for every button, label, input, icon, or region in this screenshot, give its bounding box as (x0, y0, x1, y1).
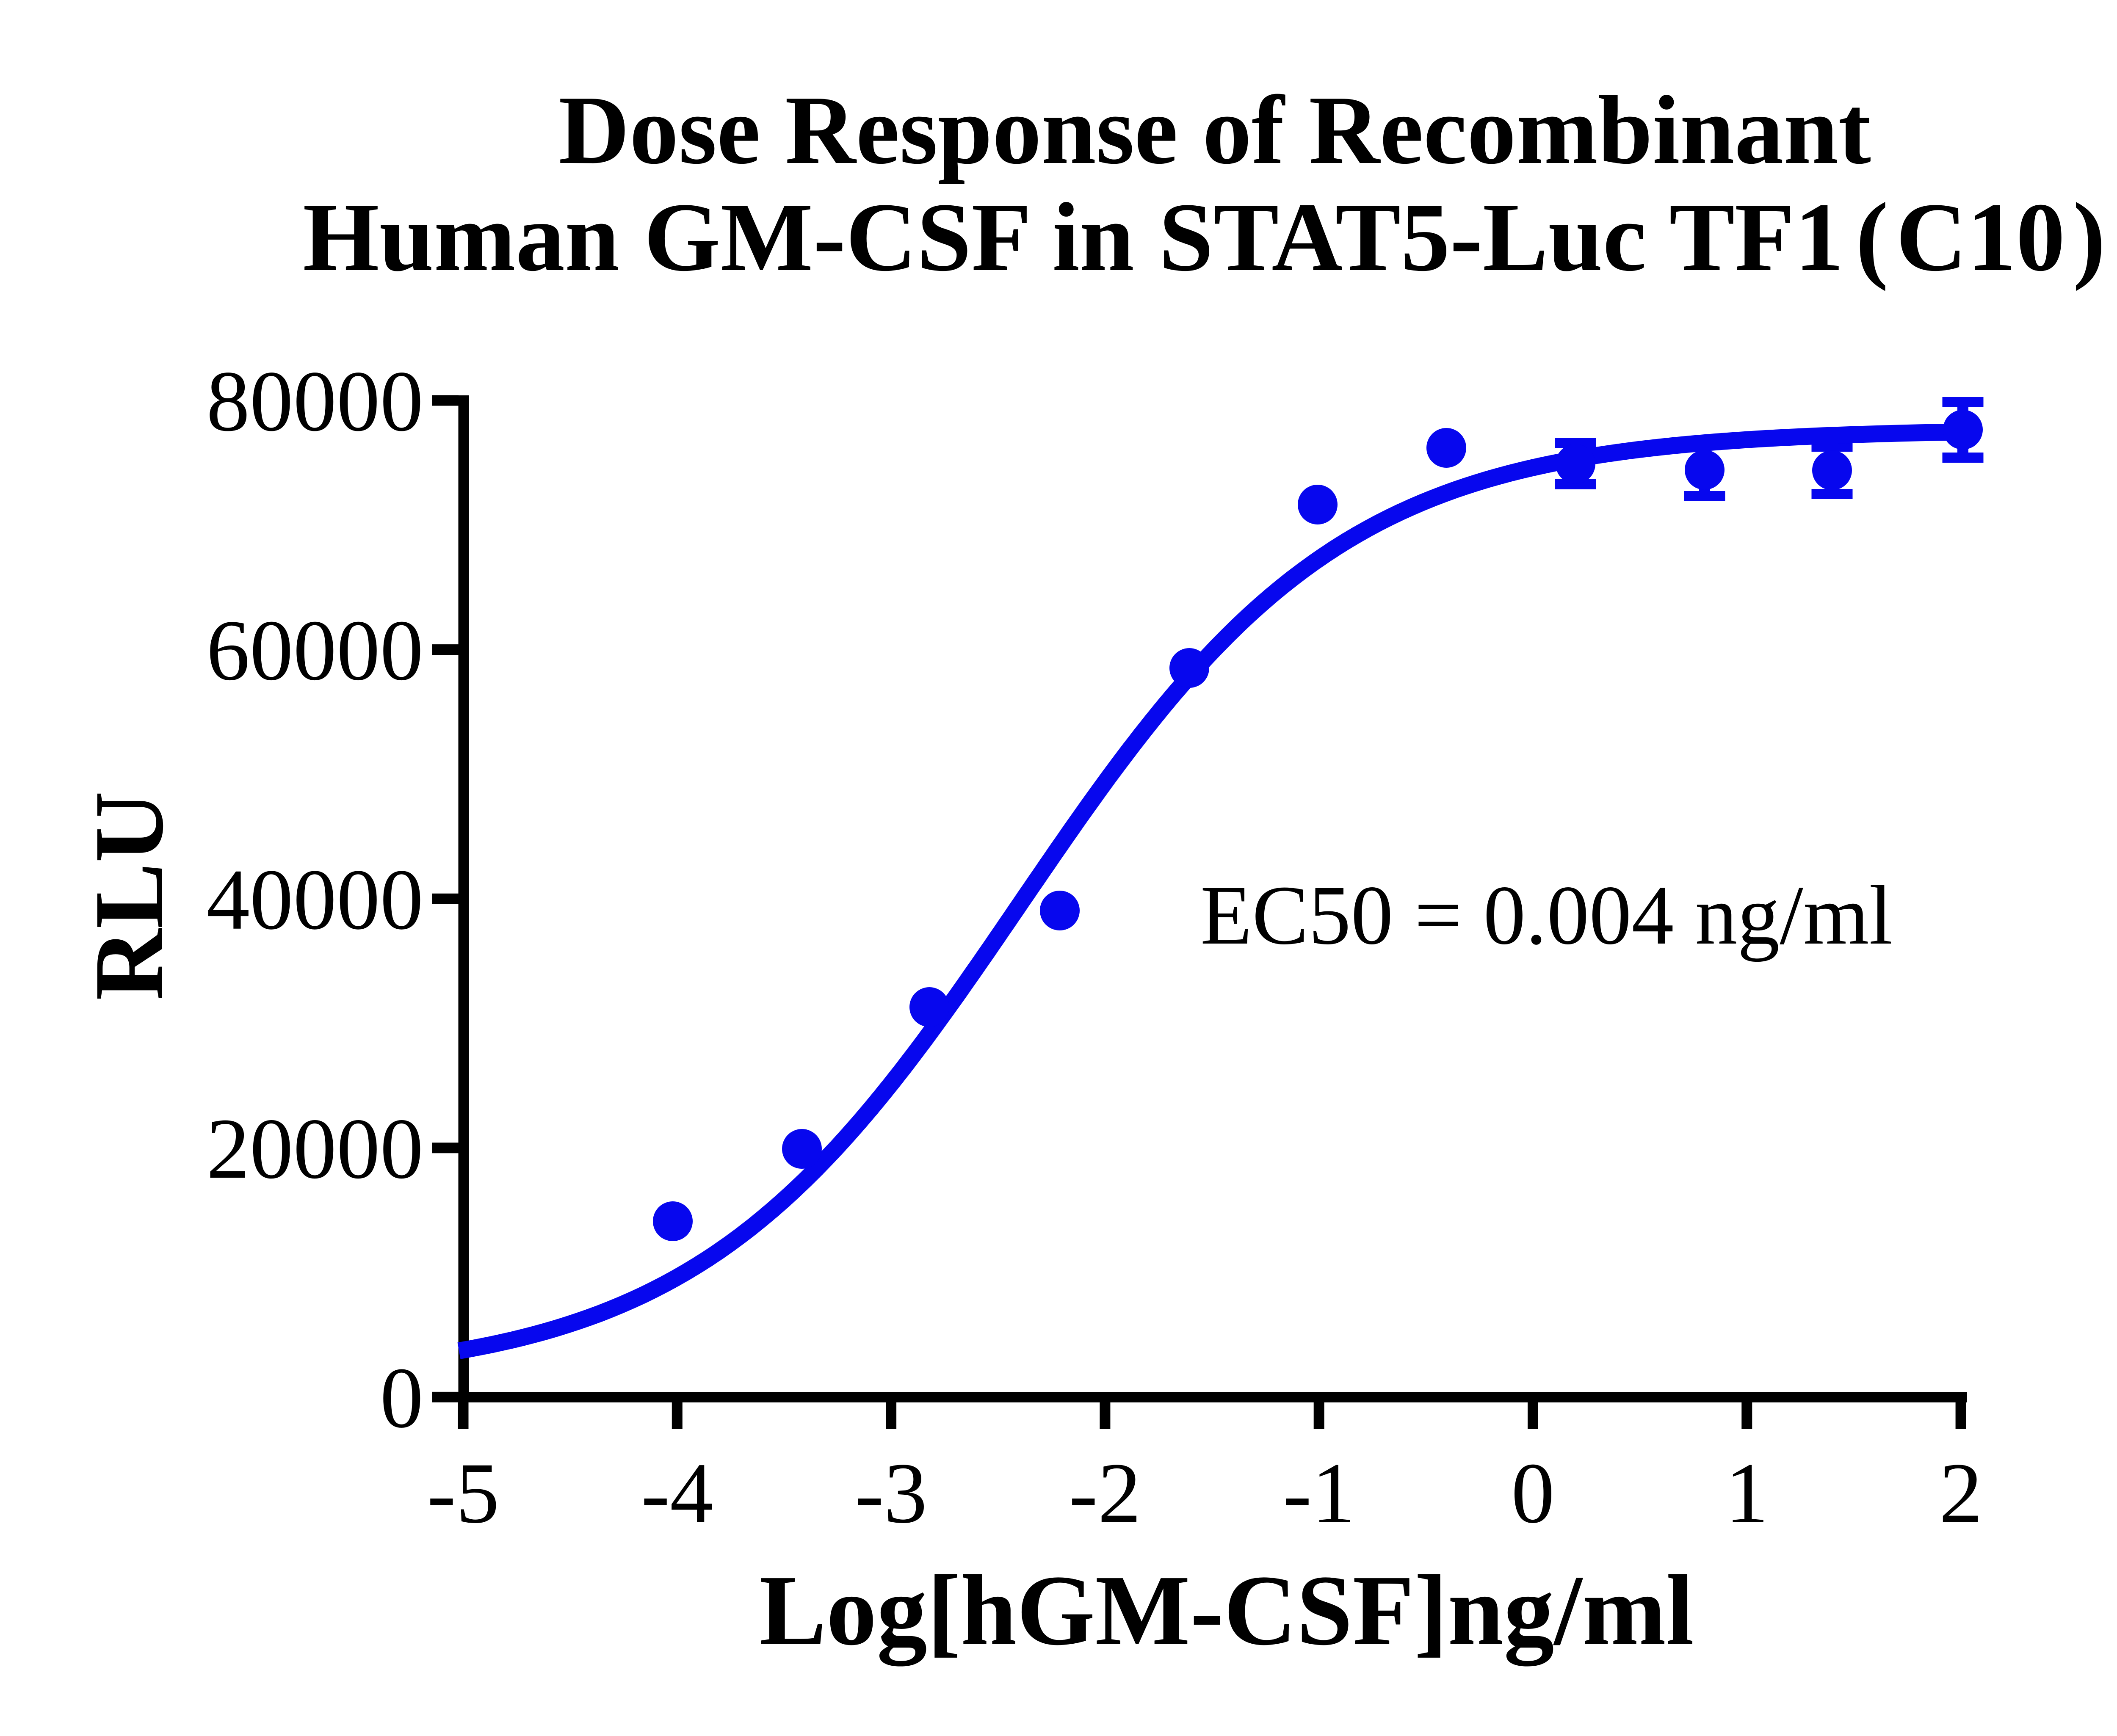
svg-text:0: 0 (380, 1350, 424, 1446)
svg-text:Log[hGM-CSF]ng/ml: Log[hGM-CSF]ng/ml (759, 1555, 1694, 1666)
svg-text:0: 0 (1511, 1445, 1555, 1541)
svg-text:1: 1 (1725, 1445, 1769, 1541)
svg-text:Human GM-CSF in STAT5-Luc TF1(: Human GM-CSF in STAT5-Luc TF1 (C10) (303, 183, 2106, 292)
svg-text:Dose Response of Recombinant: Dose Response of Recombinant (558, 76, 1871, 185)
svg-text:-2: -2 (1069, 1445, 1141, 1541)
svg-text:-3: -3 (855, 1445, 927, 1541)
svg-text:80000: 80000 (207, 353, 424, 450)
svg-text:-5: -5 (427, 1445, 500, 1541)
svg-text:2: 2 (1939, 1445, 1983, 1541)
svg-text:EC50 = 0.004 ng/ml: EC50 = 0.004 ng/ml (1200, 869, 1893, 962)
svg-text:-4: -4 (641, 1445, 713, 1541)
svg-text:60000: 60000 (207, 602, 424, 698)
svg-text:RLU: RLU (74, 791, 184, 1000)
svg-text:20000: 20000 (207, 1101, 424, 1197)
svg-text:-1: -1 (1283, 1445, 1355, 1541)
svg-text:40000: 40000 (207, 852, 424, 948)
